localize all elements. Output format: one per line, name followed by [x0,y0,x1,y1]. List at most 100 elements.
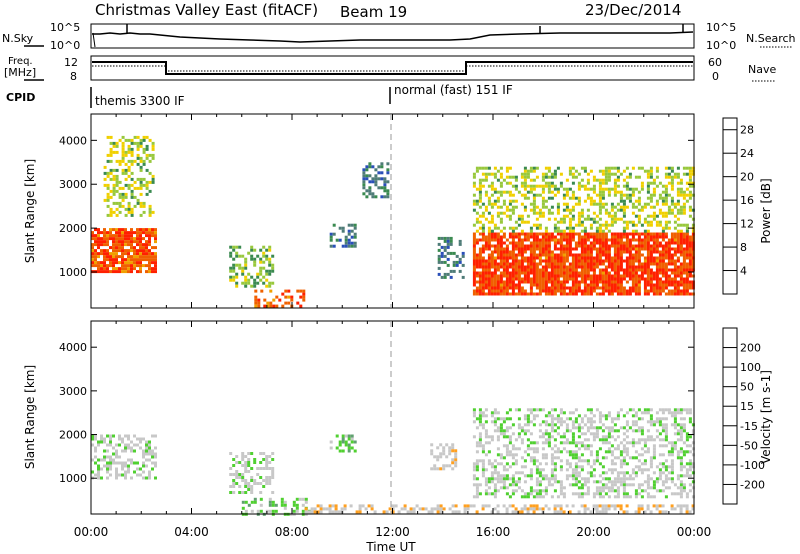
echo-cell [481,414,485,418]
echo-cell [430,467,434,471]
echo-cell [523,169,527,173]
echo-cell [391,507,395,511]
echo-cell [673,250,677,254]
echo-cell [547,211,551,215]
echo-cell [443,260,447,264]
echo-cell [505,253,509,257]
echo-cell [565,429,569,433]
echo-cell [607,259,611,263]
echo-cell [115,168,119,172]
echo-cell [586,208,590,212]
echo-cell [124,470,127,474]
echo-cell [97,476,100,480]
echo-cell [106,192,110,196]
echo-cell [577,480,581,484]
echo-cell [142,470,145,474]
echo-cell [547,483,551,487]
echo-cell [484,435,488,439]
echo-cell [604,175,608,179]
echo-cell [499,423,503,427]
echo-cell [271,281,275,285]
echo-cell [538,271,542,275]
echo-cell [493,489,497,493]
echo-cell [298,497,302,501]
echo-cell [112,261,115,265]
echo-cell [589,292,593,296]
echo-cell [100,261,103,265]
echo-cell [532,235,536,239]
echo-cell [667,193,671,197]
echo-cell [586,492,590,496]
echo-cell [391,504,395,508]
echo-cell [622,489,626,493]
echo-cell [616,283,620,287]
echo-cell [637,441,641,445]
echo-cell [508,426,512,430]
echo-cell [631,268,635,272]
echo-cell [133,443,136,447]
echo-cell [493,226,497,230]
echo-cell [673,172,677,176]
echo-cell [574,223,578,227]
echo-cell [589,223,593,227]
echo-cell [634,283,638,287]
echo-cell [232,464,236,467]
echo-cell [295,497,299,501]
echo-cell [661,286,665,290]
echo-cell [544,250,548,254]
echo-cell [139,240,142,244]
echo-cell [688,250,692,254]
echo-cell [493,256,497,260]
echo-cell [472,175,476,179]
echo-cell [631,429,635,433]
echo-cell [565,268,569,272]
echo-cell [628,232,632,236]
echo-cell [595,459,599,463]
echo-cell [490,277,494,281]
echo-cell [625,220,629,224]
echo-cell [115,255,118,259]
echo-cell [526,175,530,179]
x-tick-label: 00:00 [74,525,109,539]
echo-cell [490,235,494,239]
echo-cell [589,474,593,478]
echo-cell [109,237,112,241]
echo-cell [130,261,133,265]
echo-cell [679,271,683,275]
echo-cell [622,450,626,454]
echo-cell [547,414,551,418]
echo-cell [517,250,521,254]
echo-cell [490,265,494,269]
echo-cell [374,180,378,184]
echo-cell [565,438,569,442]
echo-cell [613,256,617,260]
echo-cell [127,255,130,259]
echo-cell [511,474,515,478]
echo-cell [526,268,530,272]
echo-cell [598,196,602,200]
echo-cell [409,510,413,514]
echo-cell [661,265,665,269]
echo-cell [649,283,653,287]
echo-cell [550,253,554,257]
echo-cell [682,268,686,272]
echo-cell [508,280,512,284]
echo-cell [688,196,692,200]
echo-cell [598,271,602,275]
echo-cell [655,250,659,254]
echo-cell [130,171,134,175]
echo-cell [574,462,578,466]
echo-cell [613,271,617,275]
echo-cell [640,232,644,236]
echo-cell [472,235,476,239]
colorbar-tick-label: -100 [740,459,765,472]
echo-cell [91,252,94,256]
echo-cell [646,483,650,487]
echo-cell [619,504,623,508]
echo-cell [458,260,462,264]
echo-cell [502,486,506,490]
echo-cell [295,506,299,510]
echo-cell [100,249,103,253]
echo-cell [154,446,157,450]
echo-cell [439,510,443,514]
